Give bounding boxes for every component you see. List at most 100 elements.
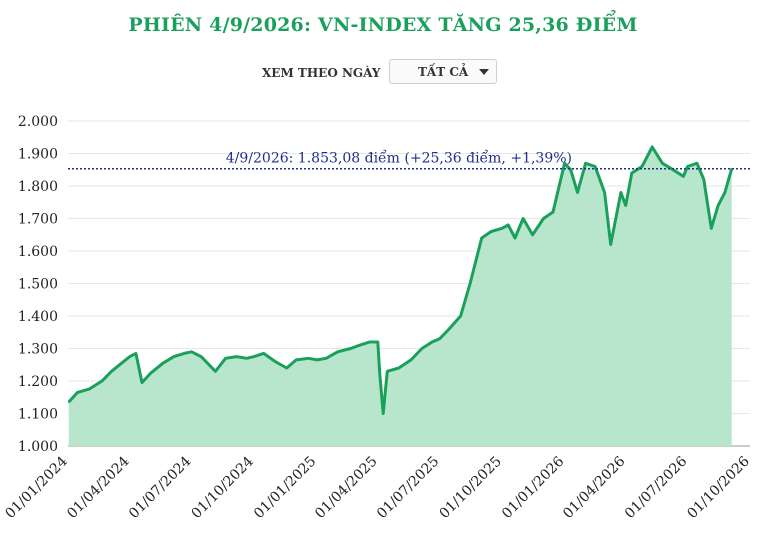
data-point	[717, 204, 719, 207]
data-point	[382, 412, 384, 415]
data-point	[522, 217, 524, 220]
data-point	[337, 351, 339, 353]
data-point	[224, 357, 227, 359]
filter-label: XEM THEO NGÀY	[262, 66, 381, 80]
x-tick-label: 01/04/2026	[560, 453, 628, 521]
data-point	[576, 191, 579, 194]
data-point	[410, 359, 412, 361]
data-point	[316, 359, 318, 361]
data-point	[398, 367, 400, 369]
data-point	[200, 356, 202, 358]
x-tick-label: 01/01/2024	[2, 453, 70, 521]
data-point	[129, 356, 131, 358]
data-points	[68, 146, 733, 415]
y-tick-label: 1.300	[18, 342, 58, 358]
data-point	[481, 237, 483, 239]
data-point	[672, 169, 674, 171]
y-tick-label: 1.900	[18, 147, 58, 163]
data-point	[141, 382, 143, 384]
data-point	[651, 146, 653, 148]
data-point	[379, 373, 381, 376]
area-fill	[68, 147, 732, 446]
data-point	[631, 172, 633, 174]
data-point	[263, 352, 265, 354]
data-point	[696, 162, 698, 164]
data-point	[358, 344, 361, 346]
data-point	[377, 341, 379, 343]
data-point	[661, 162, 663, 164]
data-point	[369, 341, 371, 343]
index-line	[67, 145, 734, 415]
data-point	[438, 338, 441, 340]
data-point	[68, 401, 70, 403]
data-point	[594, 165, 596, 168]
data-point	[682, 175, 685, 177]
y-tick-label: 1.100	[18, 407, 58, 423]
x-tick-label: 01/04/2025	[312, 454, 380, 522]
x-tick-label: 01/10/2024	[189, 453, 257, 521]
x-axis-ticks: 01/01/202401/04/202401/07/202401/10/2024…	[2, 453, 752, 521]
date-range-select-value: TẤT CẢ	[418, 65, 469, 79]
data-point	[307, 357, 310, 359]
y-tick-label: 1.000	[18, 439, 58, 455]
data-point	[448, 328, 450, 330]
data-point	[514, 237, 516, 239]
data-point	[641, 165, 643, 168]
data-point	[731, 168, 733, 170]
y-tick-label: 1.700	[18, 212, 58, 228]
data-point	[431, 341, 433, 343]
x-tick-label: 01/07/2024	[126, 453, 194, 521]
y-tick-label: 1.600	[18, 244, 58, 260]
y-tick-label: 1.200	[18, 374, 58, 390]
data-point	[460, 315, 462, 317]
y-tick-label: 1.800	[18, 179, 58, 195]
data-point	[501, 227, 503, 229]
data-point	[686, 165, 689, 168]
data-point	[532, 234, 534, 236]
data-point	[625, 204, 627, 207]
data-point	[349, 347, 352, 350]
data-point	[135, 352, 137, 354]
data-point	[552, 211, 554, 213]
data-point	[88, 388, 90, 390]
y-tick-label: 1.400	[18, 309, 58, 325]
data-point	[724, 191, 726, 194]
y-tick-label: 2.000	[18, 114, 58, 130]
date-range-select[interactable]: TẤT CẢ	[389, 59, 497, 84]
x-tick-label: 01/04/2024	[64, 453, 132, 521]
data-point	[490, 230, 492, 233]
data-point	[173, 356, 175, 358]
data-point	[469, 282, 471, 285]
data-point	[585, 162, 587, 164]
chevron-down-icon	[479, 69, 489, 75]
data-point	[76, 391, 79, 393]
y-tick-label: 1.500	[18, 277, 58, 293]
data-point	[542, 217, 545, 220]
data-point	[563, 162, 566, 164]
x-tick-label: 01/10/2025	[437, 454, 505, 522]
data-point	[246, 357, 248, 359]
data-point	[253, 356, 255, 358]
reference-label: 4/9/2026: 1.853,08 điểm (+25,36 điểm, +1…	[226, 149, 572, 167]
data-point	[421, 347, 423, 350]
data-point	[235, 356, 238, 358]
data-point	[710, 227, 712, 229]
x-tick-label: 01/01/2025	[251, 454, 319, 522]
data-point	[274, 360, 276, 363]
data-point	[214, 370, 217, 372]
data-point	[570, 169, 572, 171]
x-tick-label: 01/07/2025	[374, 454, 442, 522]
data-point	[610, 243, 612, 246]
data-point	[191, 351, 193, 353]
y-axis-ticks: 1.000 1.100 1.200 1.300 1.400 1.500 1.600 1.700…	[18, 114, 58, 455]
data-point	[386, 370, 388, 372]
data-point	[507, 224, 509, 226]
data-point	[150, 372, 152, 374]
chart-title: PHIÊN 4/9/2026: VN-INDEX TĂNG 25,36 ĐIỂM	[128, 14, 638, 36]
data-point	[121, 362, 123, 364]
x-tick-label: 01/10/2026	[684, 453, 752, 521]
x-tick-label: 01/01/2026	[499, 453, 567, 521]
data-point	[101, 380, 103, 382]
data-point	[703, 178, 705, 181]
